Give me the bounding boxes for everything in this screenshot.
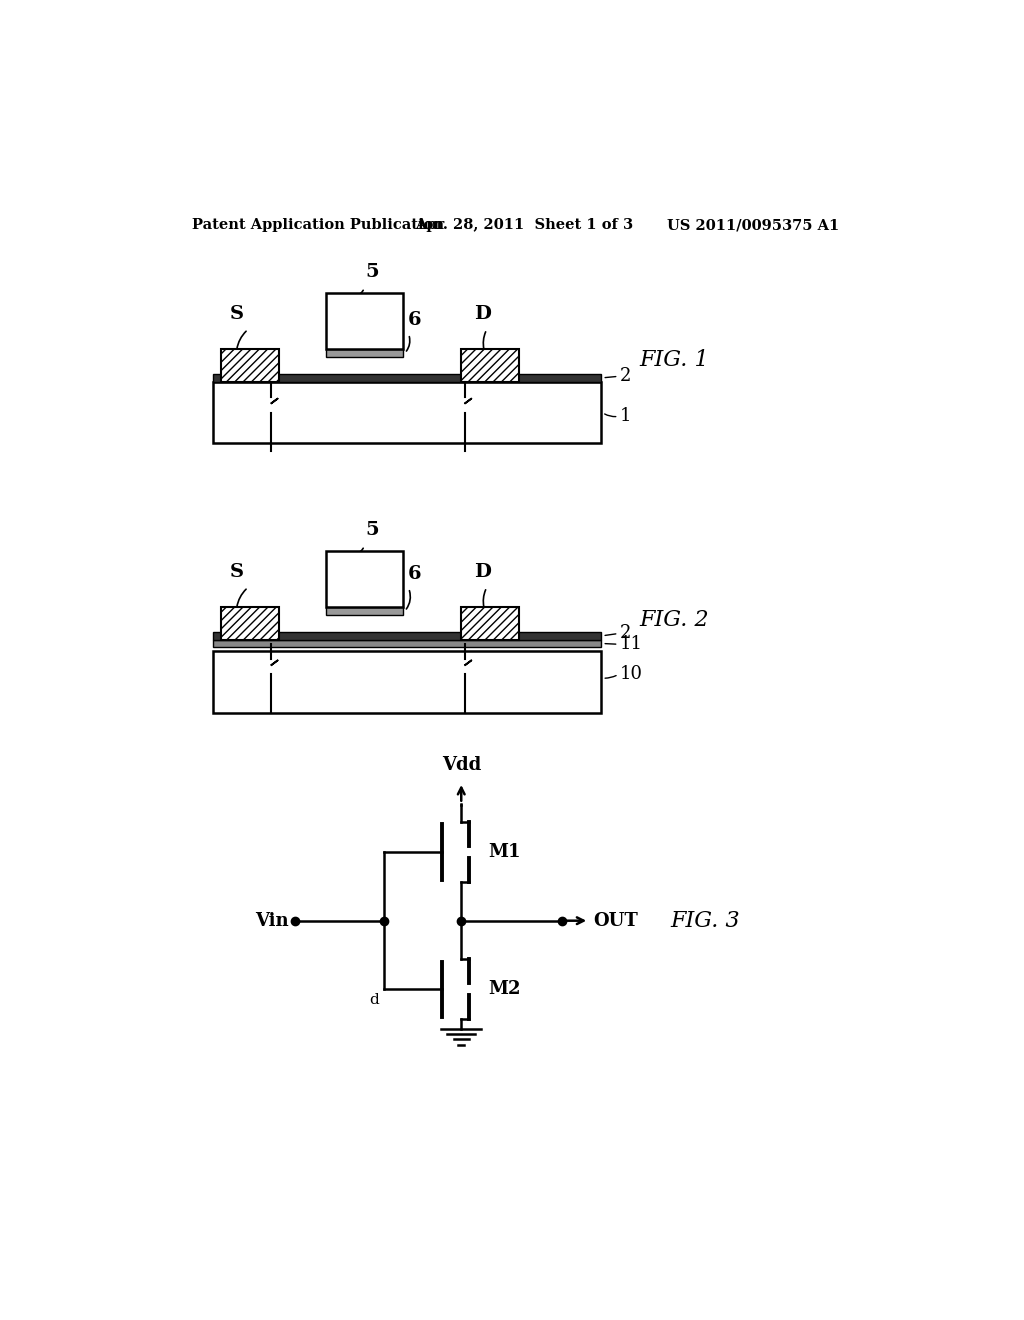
Text: OUT: OUT (593, 912, 638, 929)
Bar (326, 552, 403, 607)
Bar (221, 350, 280, 381)
Text: FIG. 1: FIG. 1 (640, 350, 710, 371)
Text: 1: 1 (621, 408, 632, 425)
Text: 5: 5 (366, 521, 379, 540)
Bar (461, 607, 519, 640)
Text: US 2011/0095375 A1: US 2011/0095375 A1 (667, 218, 839, 232)
Text: M2: M2 (488, 981, 521, 998)
Bar (326, 293, 403, 350)
Bar (461, 350, 519, 381)
Bar (221, 607, 280, 640)
Text: D: D (474, 305, 492, 323)
Bar (326, 350, 403, 358)
Text: Vdd: Vdd (441, 756, 481, 775)
Text: 6: 6 (408, 312, 422, 329)
Bar (213, 374, 601, 381)
Text: Apr. 28, 2011  Sheet 1 of 3: Apr. 28, 2011 Sheet 1 of 3 (415, 218, 633, 232)
Bar (213, 640, 601, 647)
Text: D: D (474, 562, 492, 581)
Text: FIG. 2: FIG. 2 (640, 610, 710, 631)
Text: Patent Application Publication: Patent Application Publication (191, 218, 443, 232)
Text: d: d (370, 993, 379, 1007)
Text: 5: 5 (366, 264, 379, 281)
Text: S: S (229, 562, 244, 581)
Text: 2: 2 (621, 367, 632, 385)
Bar (213, 381, 601, 444)
Text: 2: 2 (621, 624, 632, 643)
Bar (213, 651, 601, 713)
Bar (326, 607, 403, 615)
Text: 11: 11 (621, 635, 643, 653)
Text: Vin: Vin (256, 912, 289, 929)
Text: 10: 10 (621, 665, 643, 684)
Bar (213, 632, 601, 640)
Text: M1: M1 (488, 843, 521, 861)
Text: 6: 6 (408, 565, 422, 583)
Text: FIG. 3: FIG. 3 (671, 909, 740, 932)
Text: S: S (229, 305, 244, 323)
